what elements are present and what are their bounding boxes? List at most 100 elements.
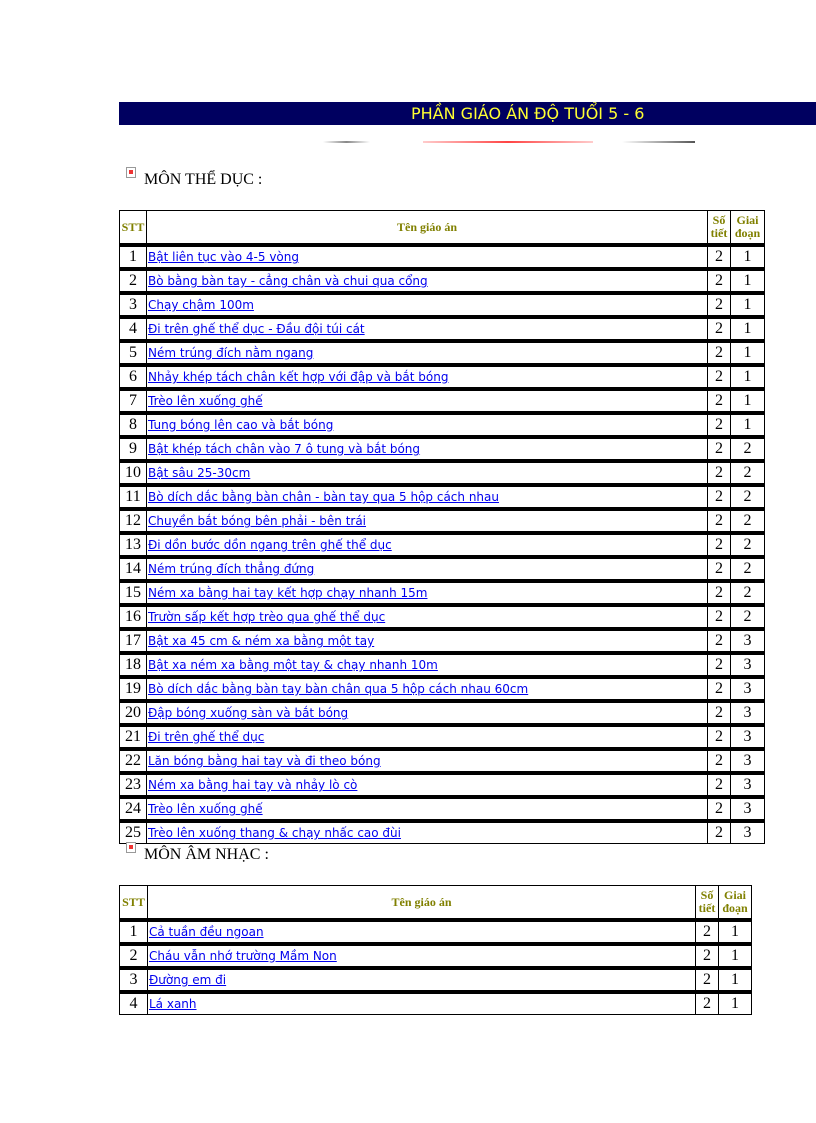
lesson-link[interactable]: Cháu vẫn nhớ trường Mầm Non (149, 949, 337, 963)
giai-doan-cell: 3 (730, 724, 765, 750)
lesson-name-cell: Bật xa ném xa bằng một tay & chạy nhanh … (146, 652, 708, 678)
table-row: 13 Đi dồn bước dồn ngang trên ghế thể dục… (119, 532, 765, 558)
giai-doan-cell: 2 (730, 604, 765, 630)
lesson-name-cell: Đường em đi (147, 967, 696, 993)
table-row: 22 Lăn bóng bằng hai tay và đi theo bóng 2… (119, 748, 765, 774)
table-row: 17 Bật xa 45 cm & ném xa bằng một tay 2 3 (119, 628, 765, 654)
so-tiet-cell: 2 (707, 436, 731, 462)
lesson-name-cell: Ném xa bằng hai tay kết hợp chạy nhanh 1… (146, 580, 708, 606)
stt-cell: 6 (119, 364, 147, 390)
lesson-name-cell: Đi dồn bước dồn ngang trên ghế thể dục (146, 532, 708, 558)
lesson-name-cell: Bật sâu 25-30cm (146, 460, 708, 486)
lesson-link[interactable]: Trèo lên xuống thang & chạy nhấc cao đùi (148, 826, 401, 840)
lesson-link[interactable]: Chuyền bắt bóng bên phải - bên trái (148, 514, 367, 528)
page-banner: PHẦN GIÁO ÁN ĐỘ TUỔI 5 - 6 (119, 102, 816, 125)
lesson-link[interactable]: Bò dích dắc bằng bàn tay bàn chân qua 5 … (148, 682, 529, 696)
giai-doan-cell: 1 (718, 943, 752, 969)
lesson-link[interactable]: Đi trên ghế thể dục - Đầu đội túi cát (148, 322, 365, 336)
so-tiet-cell: 2 (707, 604, 731, 630)
lesson-link[interactable]: Bò dích dắc bằng bàn chân - bàn tay qua … (148, 490, 499, 504)
stt-cell: 4 (119, 991, 148, 1015)
lesson-name-cell: Lá xanh (147, 991, 696, 1015)
so-tiet-cell: 2 (707, 484, 731, 510)
header-name: Tên giáo án (146, 210, 708, 246)
so-tiet-cell: 2 (707, 364, 731, 390)
header-so-tiet: Số tiết (695, 885, 719, 921)
lesson-link[interactable]: Đập bóng xuống sàn và bắt bóng (148, 706, 349, 720)
stt-cell: 1 (119, 244, 147, 270)
stt-cell: 14 (119, 556, 147, 582)
so-tiet-cell: 2 (695, 967, 719, 993)
lesson-link[interactable]: Lăn bóng bằng hai tay và đi theo bóng (148, 754, 381, 768)
decorative-divider (323, 141, 370, 143)
stt-cell: 12 (119, 508, 147, 534)
lesson-link[interactable]: Trèo lên xuống ghế (148, 802, 263, 816)
so-tiet-cell: 2 (707, 748, 731, 774)
lesson-name-cell: Ném xa bằng hai tay và nhảy lò cò (146, 772, 708, 798)
stt-cell: 4 (119, 316, 147, 342)
so-tiet-cell: 2 (707, 532, 731, 558)
lesson-link[interactable]: Ném xa bằng hai tay và nhảy lò cò (148, 778, 358, 792)
table-row: 12 Chuyền bắt bóng bên phải - bên trái 2 2 (119, 508, 765, 534)
header-stt: STT (119, 885, 148, 921)
lesson-name-cell: Tung bóng lên cao và bắt bóng (146, 412, 708, 438)
lesson-link[interactable]: Cả tuần đều ngoan (149, 925, 264, 939)
lesson-name-cell: Bật xa 45 cm & ném xa bằng một tay (146, 628, 708, 654)
giai-doan-cell: 2 (730, 532, 765, 558)
lesson-link[interactable]: Bật khép tách chân vào 7 ô tung và bắt b… (148, 442, 421, 456)
stt-cell: 25 (119, 820, 147, 844)
giai-doan-cell: 3 (730, 652, 765, 678)
so-tiet-cell: 2 (707, 292, 731, 318)
stt-cell: 2 (119, 268, 147, 294)
broken-image-icon (126, 842, 136, 853)
lesson-name-cell: Chuyền bắt bóng bên phải - bên trái (146, 508, 708, 534)
lesson-link[interactable]: Bật sâu 25-30cm (148, 466, 251, 480)
lesson-link[interactable]: Tung bóng lên cao và bắt bóng (148, 418, 334, 432)
table-row: 18 Bật xa ném xa bằng một tay & chạy nhan… (119, 652, 765, 678)
lesson-link[interactable]: Trườn sấp kết hợp trèo qua ghế thể dục (148, 610, 386, 624)
lesson-link[interactable]: Bò bằng bàn tay - cẳng chân và chui qua … (148, 274, 428, 288)
lesson-link[interactable]: Chạy chậm 100m (148, 298, 254, 312)
stt-cell: 3 (119, 967, 148, 993)
lesson-name-cell: Ném trúng đích thẳng đứng (146, 556, 708, 582)
table-header-row: STT Tên giáo án Số tiết Giai đoạn (119, 210, 765, 246)
lesson-name-cell: Trườn sấp kết hợp trèo qua ghế thể dục (146, 604, 708, 630)
lesson-link[interactable]: Bật xa 45 cm & ném xa bằng một tay (148, 634, 375, 648)
decorative-divider (423, 141, 593, 143)
giai-doan-cell: 3 (730, 700, 765, 726)
stt-cell: 13 (119, 532, 147, 558)
table-row: 8 Tung bóng lên cao và bắt bóng 2 1 (119, 412, 765, 438)
lesson-link[interactable]: Đường em đi (149, 973, 227, 987)
table-row: 4 Lá xanh 2 1 (119, 991, 752, 1015)
lesson-link[interactable]: Bật liên tục vào 4-5 vòng (148, 250, 299, 264)
lesson-link[interactable]: Đi dồn bước dồn ngang trên ghế thể dục (148, 538, 392, 552)
so-tiet-cell: 2 (707, 316, 731, 342)
stt-cell: 7 (119, 388, 147, 414)
giai-doan-cell: 1 (730, 316, 765, 342)
giai-doan-cell: 1 (730, 244, 765, 270)
lesson-link[interactable]: Ném trúng đích nằm ngang (148, 346, 314, 360)
table-row: 20 Đập bóng xuống sàn và bắt bóng 2 3 (119, 700, 765, 726)
lesson-link[interactable]: Trèo lên xuống ghế (148, 394, 263, 408)
section-heading-am-nhac: MÔN ÂM NHẠC : (126, 842, 269, 864)
giai-doan-cell: 1 (730, 412, 765, 438)
table-row: 10 Bật sâu 25-30cm 2 2 (119, 460, 765, 486)
lesson-link[interactable]: Lá xanh (149, 997, 197, 1011)
lesson-link[interactable]: Đi trên ghế thể dục (148, 730, 265, 744)
table-row: 16 Trườn sấp kết hợp trèo qua ghế thể dục… (119, 604, 765, 630)
so-tiet-cell: 2 (695, 991, 719, 1015)
so-tiet-cell: 2 (695, 943, 719, 969)
table-row: 1 Bật liên tục vào 4-5 vòng 2 1 (119, 244, 765, 270)
lesson-link[interactable]: Ném trúng đích thẳng đứng (148, 562, 315, 576)
table-row: 21 Đi trên ghế thể dục 2 3 (119, 724, 765, 750)
stt-cell: 11 (119, 484, 147, 510)
stt-cell: 16 (119, 604, 147, 630)
lesson-link[interactable]: Nhảy khép tách chân kết hợp với đập và b… (148, 370, 449, 384)
header-giai-doan: Giai đoạn (718, 885, 752, 921)
stt-cell: 5 (119, 340, 147, 366)
lesson-link[interactable]: Bật xa ném xa bằng một tay & chạy nhanh … (148, 658, 438, 672)
so-tiet-cell: 2 (707, 820, 731, 844)
table-row: 19 Bò dích dắc bằng bàn tay bàn chân qua … (119, 676, 765, 702)
lesson-name-cell: Cả tuần đều ngoan (147, 919, 696, 945)
lesson-link[interactable]: Ném xa bằng hai tay kết hợp chạy nhanh 1… (148, 586, 428, 600)
